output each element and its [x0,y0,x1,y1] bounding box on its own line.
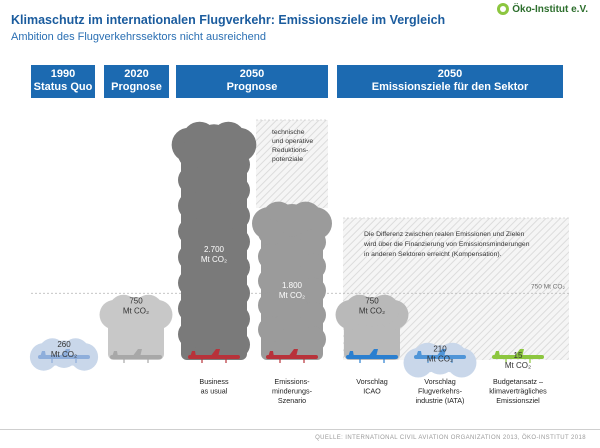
airplane-icon [492,349,544,363]
category-label: Vorschlag [356,377,388,386]
category-label: ICAO [363,387,381,396]
bar-value-label: 260 [57,340,71,349]
bar-unit-label: Mt CO₂ [359,306,385,315]
oeko-institut-logo-icon [497,3,510,15]
category-label: Vorschlag [424,377,456,386]
annotation-reduction: und operative [272,138,313,145]
bar-unit-label: Mt CO₂ [505,361,531,370]
annotation-reduction: technische [272,129,305,136]
emission-cloud-4 [335,294,409,360]
column-header-2020: 2020 Prognose [104,65,169,98]
annotation-reduction: Reduktions- [272,147,308,154]
page-subtitle: Ambition des Flugverkehrssektors nicht a… [11,31,266,43]
bar-value-label: 210 [433,344,447,353]
bar-unit-label: Mt CO₂ [123,306,149,315]
emission-cloud-2 [171,121,257,360]
bar-unit-label: Mt CO₂ [427,354,453,363]
bar-unit-label: Mt CO₂ [201,255,227,264]
category-label: industrie (IATA) [416,396,465,405]
column-header-2050-ziele: 2050 Emissionsziele für den Sektor [337,65,563,98]
category-label: Flugverkehrs- [418,387,463,396]
emission-cloud-3 [252,201,332,360]
source-note: QUELLE: INTERNATIONAL CIVIL AVIATION ORG… [315,435,586,441]
column-header-2050-prognose: 2050 Prognose [176,65,328,98]
category-label: Emissions- [274,377,310,386]
airplane-icon [38,349,90,363]
footer-divider [0,429,600,430]
emission-cloud-1 [99,294,173,360]
reduction-hatch-area [256,120,328,208]
airplane-icon [110,349,162,363]
bar-unit-label: Mt CO₂ [51,350,77,359]
annotation-compensation: Die Differenz zwischen realen Emissionen… [364,231,525,238]
category-label: Emissionsziel [496,396,540,405]
category-label: klimaverträgliches [489,387,547,396]
category-label: Budgetansatz – [493,377,543,386]
bar-unit-label: Mt CO₂ [279,291,305,300]
bar-value-label: 2.700 [204,245,225,254]
airplane-icon [414,349,466,363]
logo-text: Öko-Institut e.V. [512,3,588,15]
category-label: as usual [201,387,228,396]
reference-line-label: 750 Mt CO₂ [531,283,565,290]
bar-value-label: 15 [514,351,523,360]
airplane-icon [346,349,398,363]
bar-value-label: 1.800 [282,281,303,290]
bar-value-label: 750 [365,296,379,305]
column-header-1990: 1990 Status Quo [31,65,95,98]
category-label: Business [199,377,229,386]
bar-value-label: 750 [129,296,143,305]
airplane-icon [188,349,240,363]
annotation-compensation: in anderen Sektoren erreicht (Kompensati… [364,251,502,258]
category-label: Szenario [278,396,306,405]
logo: Öko-Institut e.V. [497,3,588,15]
annotation-compensation: wird über die Finanzierung von Emissions… [363,241,530,248]
category-label: minderungs- [272,387,313,396]
page-title: Klimaschutz im internationalen Flugverke… [11,13,446,27]
annotation-reduction: potenziale [272,156,303,163]
airplane-icon [266,349,318,363]
